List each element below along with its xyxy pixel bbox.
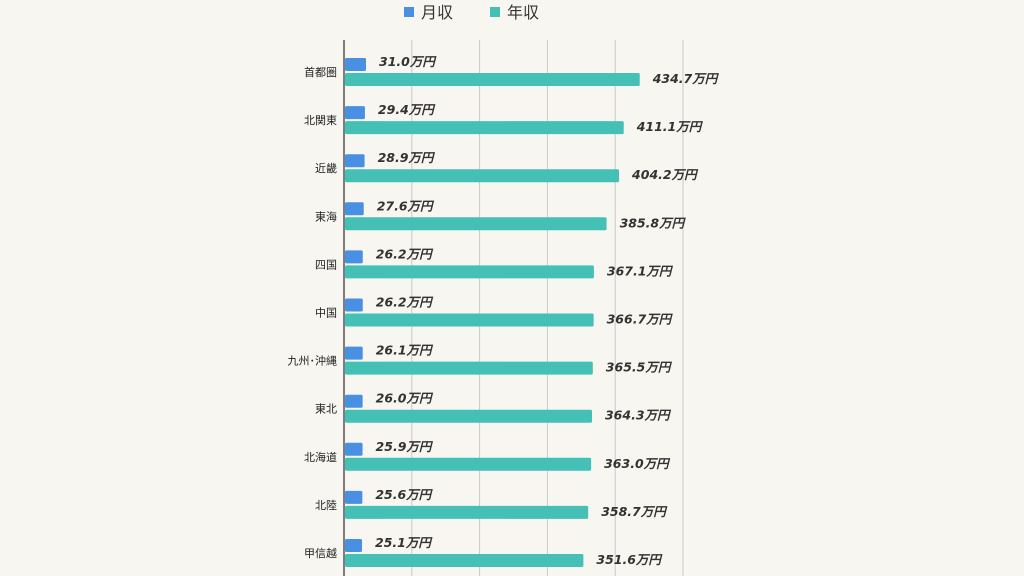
- monthly-income-bar: [345, 394, 363, 408]
- category-label: 甲信越: [304, 546, 337, 560]
- annual-income-bar: [345, 554, 584, 567]
- annual-income-bar: [345, 121, 624, 135]
- data-label: 366.7万円: [607, 312, 674, 327]
- category-label: 首都圏: [304, 65, 337, 79]
- data-label: 27.6万円: [377, 198, 435, 213]
- category-label: 四国: [315, 258, 337, 271]
- legend-label: 年収: [507, 3, 539, 22]
- annual-income-bar: [345, 361, 593, 375]
- data-label: 29.4万円: [378, 102, 436, 117]
- monthly-income-bar: [345, 202, 364, 216]
- data-label: 351.6万円: [596, 552, 663, 567]
- monthly-income-bar: [345, 154, 365, 168]
- data-label: 25.6万円: [375, 487, 433, 502]
- legend-swatch: [404, 7, 414, 17]
- data-label: 28.9万円: [378, 150, 436, 165]
- data-label: 404.2万円: [631, 167, 699, 182]
- data-label: 25.9万円: [376, 439, 434, 454]
- category-label: 東北: [315, 403, 337, 416]
- data-label: 434.7万円: [652, 71, 720, 86]
- monthly-income-bar: [345, 539, 363, 552]
- category-label: 東海: [315, 209, 337, 223]
- category-label: 近畿: [315, 161, 337, 175]
- annual-income-bar: [345, 265, 594, 279]
- data-label: 365.5万円: [606, 360, 673, 375]
- category-label: 北関東: [304, 114, 337, 127]
- monthly-income-bar: [345, 58, 367, 71]
- data-label: 358.7万円: [601, 504, 668, 519]
- annual-income-bar: [345, 73, 640, 86]
- category-label: 九州･沖縄: [288, 354, 338, 368]
- data-label: 26.2万円: [376, 246, 434, 261]
- data-label: 385.8万円: [620, 215, 687, 230]
- data-label: 411.1万円: [636, 119, 704, 134]
- annual-income-bar: [345, 505, 589, 519]
- monthly-income-bar: [345, 250, 363, 264]
- data-label: 364.3万円: [605, 408, 672, 423]
- data-label: 363.0万円: [604, 456, 671, 471]
- annual-income-bar: [345, 457, 592, 471]
- data-label: 26.0万円: [376, 391, 434, 406]
- data-label: 25.1万円: [375, 535, 433, 550]
- monthly-income-bar: [345, 106, 365, 120]
- legend-label: 月収: [421, 3, 453, 22]
- monthly-income-bar: [345, 346, 363, 360]
- category-label: 中国: [315, 307, 337, 320]
- annual-income-bar: [345, 313, 594, 327]
- category-label: 北海道: [304, 450, 337, 464]
- legend: 月収 年収: [404, 3, 539, 22]
- data-label: 367.1万円: [607, 263, 674, 278]
- monthly-income-bar: [345, 442, 363, 456]
- monthly-income-bar: [345, 490, 363, 504]
- category-label: 北陸: [315, 499, 337, 512]
- annual-income-bar: [345, 217, 607, 231]
- annual-income-bar: [345, 409, 592, 423]
- data-label: 26.1万円: [376, 343, 434, 358]
- data-label: 31.0万円: [379, 54, 437, 69]
- data-label: 26.2万円: [376, 295, 434, 310]
- monthly-income-bar: [345, 298, 363, 312]
- annual-income-bar: [345, 169, 620, 183]
- legend-swatch: [490, 7, 500, 17]
